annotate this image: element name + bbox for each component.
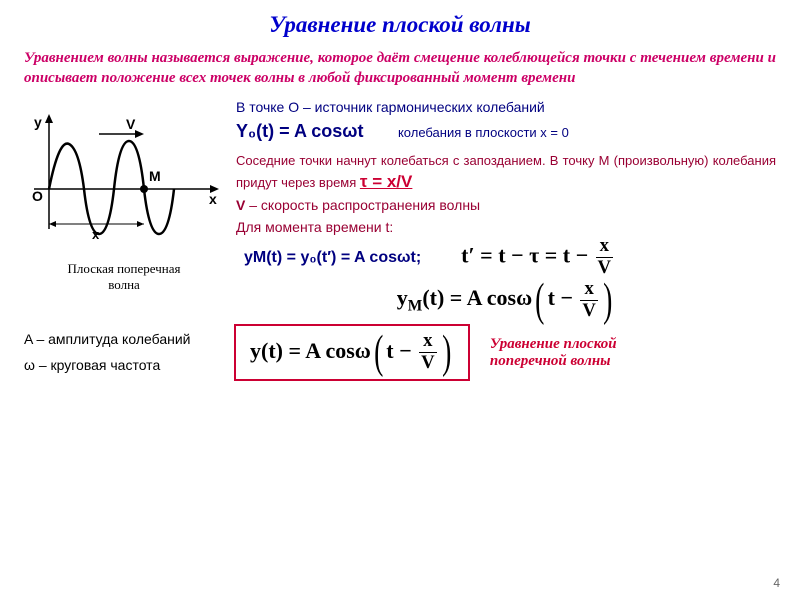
moment-line: Для момента времени t: <box>236 219 776 235</box>
svg-text:x: x <box>209 191 217 207</box>
source-line: В точке О – источник гармонических колеб… <box>236 99 776 115</box>
eq-final: y(t) = A cosω(t − xV) <box>250 338 454 363</box>
final-label: Уравнение плоскойпоперечной волны <box>490 336 617 370</box>
page-title: Уравнение плоской волны <box>24 12 776 38</box>
param-omega: ω – круговая частота <box>24 353 214 378</box>
page-number: 4 <box>773 576 780 590</box>
eq-tprime: t′ = t − τ = t − xV <box>461 237 615 277</box>
eq-ym-full: yM(t) = A cosω(t − xV) <box>236 280 776 320</box>
svg-text:O: O <box>32 188 43 204</box>
wave-definition: Уравнением волны называется выражение, к… <box>24 48 776 89</box>
svg-text:y: y <box>34 114 42 130</box>
eq-y0: Y₀(t) = A cosωt <box>236 121 364 141</box>
v-speed-line: V – скорость распространения волны <box>236 197 776 213</box>
delay-text: Соседние точки начнут колебаться с запоз… <box>236 152 776 194</box>
eq-y0-note: колебания в плоскости x = 0 <box>398 125 569 140</box>
svg-text:x: x <box>92 227 100 242</box>
text-column: В точке О – источник гармонических колеб… <box>236 99 776 321</box>
content-row: y V M O x x Плоская поперечная волна В т… <box>24 99 776 321</box>
diagram-caption: Плоская поперечная волна <box>24 261 224 293</box>
bottom-row: A – амплитуда колебаний ω – круговая час… <box>24 324 776 380</box>
diagram-column: y V M O x x Плоская поперечная волна <box>24 99 224 321</box>
eq-ym-short: yМ(t) = y₀(t′) = A cosωt; <box>244 249 421 267</box>
svg-text:M: M <box>149 168 161 184</box>
tau-formula: τ = x/V <box>360 172 412 191</box>
param-block: A – амплитуда колебаний ω – круговая час… <box>24 327 214 377</box>
svg-text:V: V <box>126 116 136 132</box>
final-equation-box: y(t) = A cosω(t − xV) <box>234 324 470 380</box>
wave-diagram: y V M O x x <box>24 109 224 259</box>
param-amplitude: A – амплитуда колебаний <box>24 327 214 352</box>
eq-row: yМ(t) = y₀(t′) = A cosωt; t′ = t − τ = t… <box>236 237 776 277</box>
